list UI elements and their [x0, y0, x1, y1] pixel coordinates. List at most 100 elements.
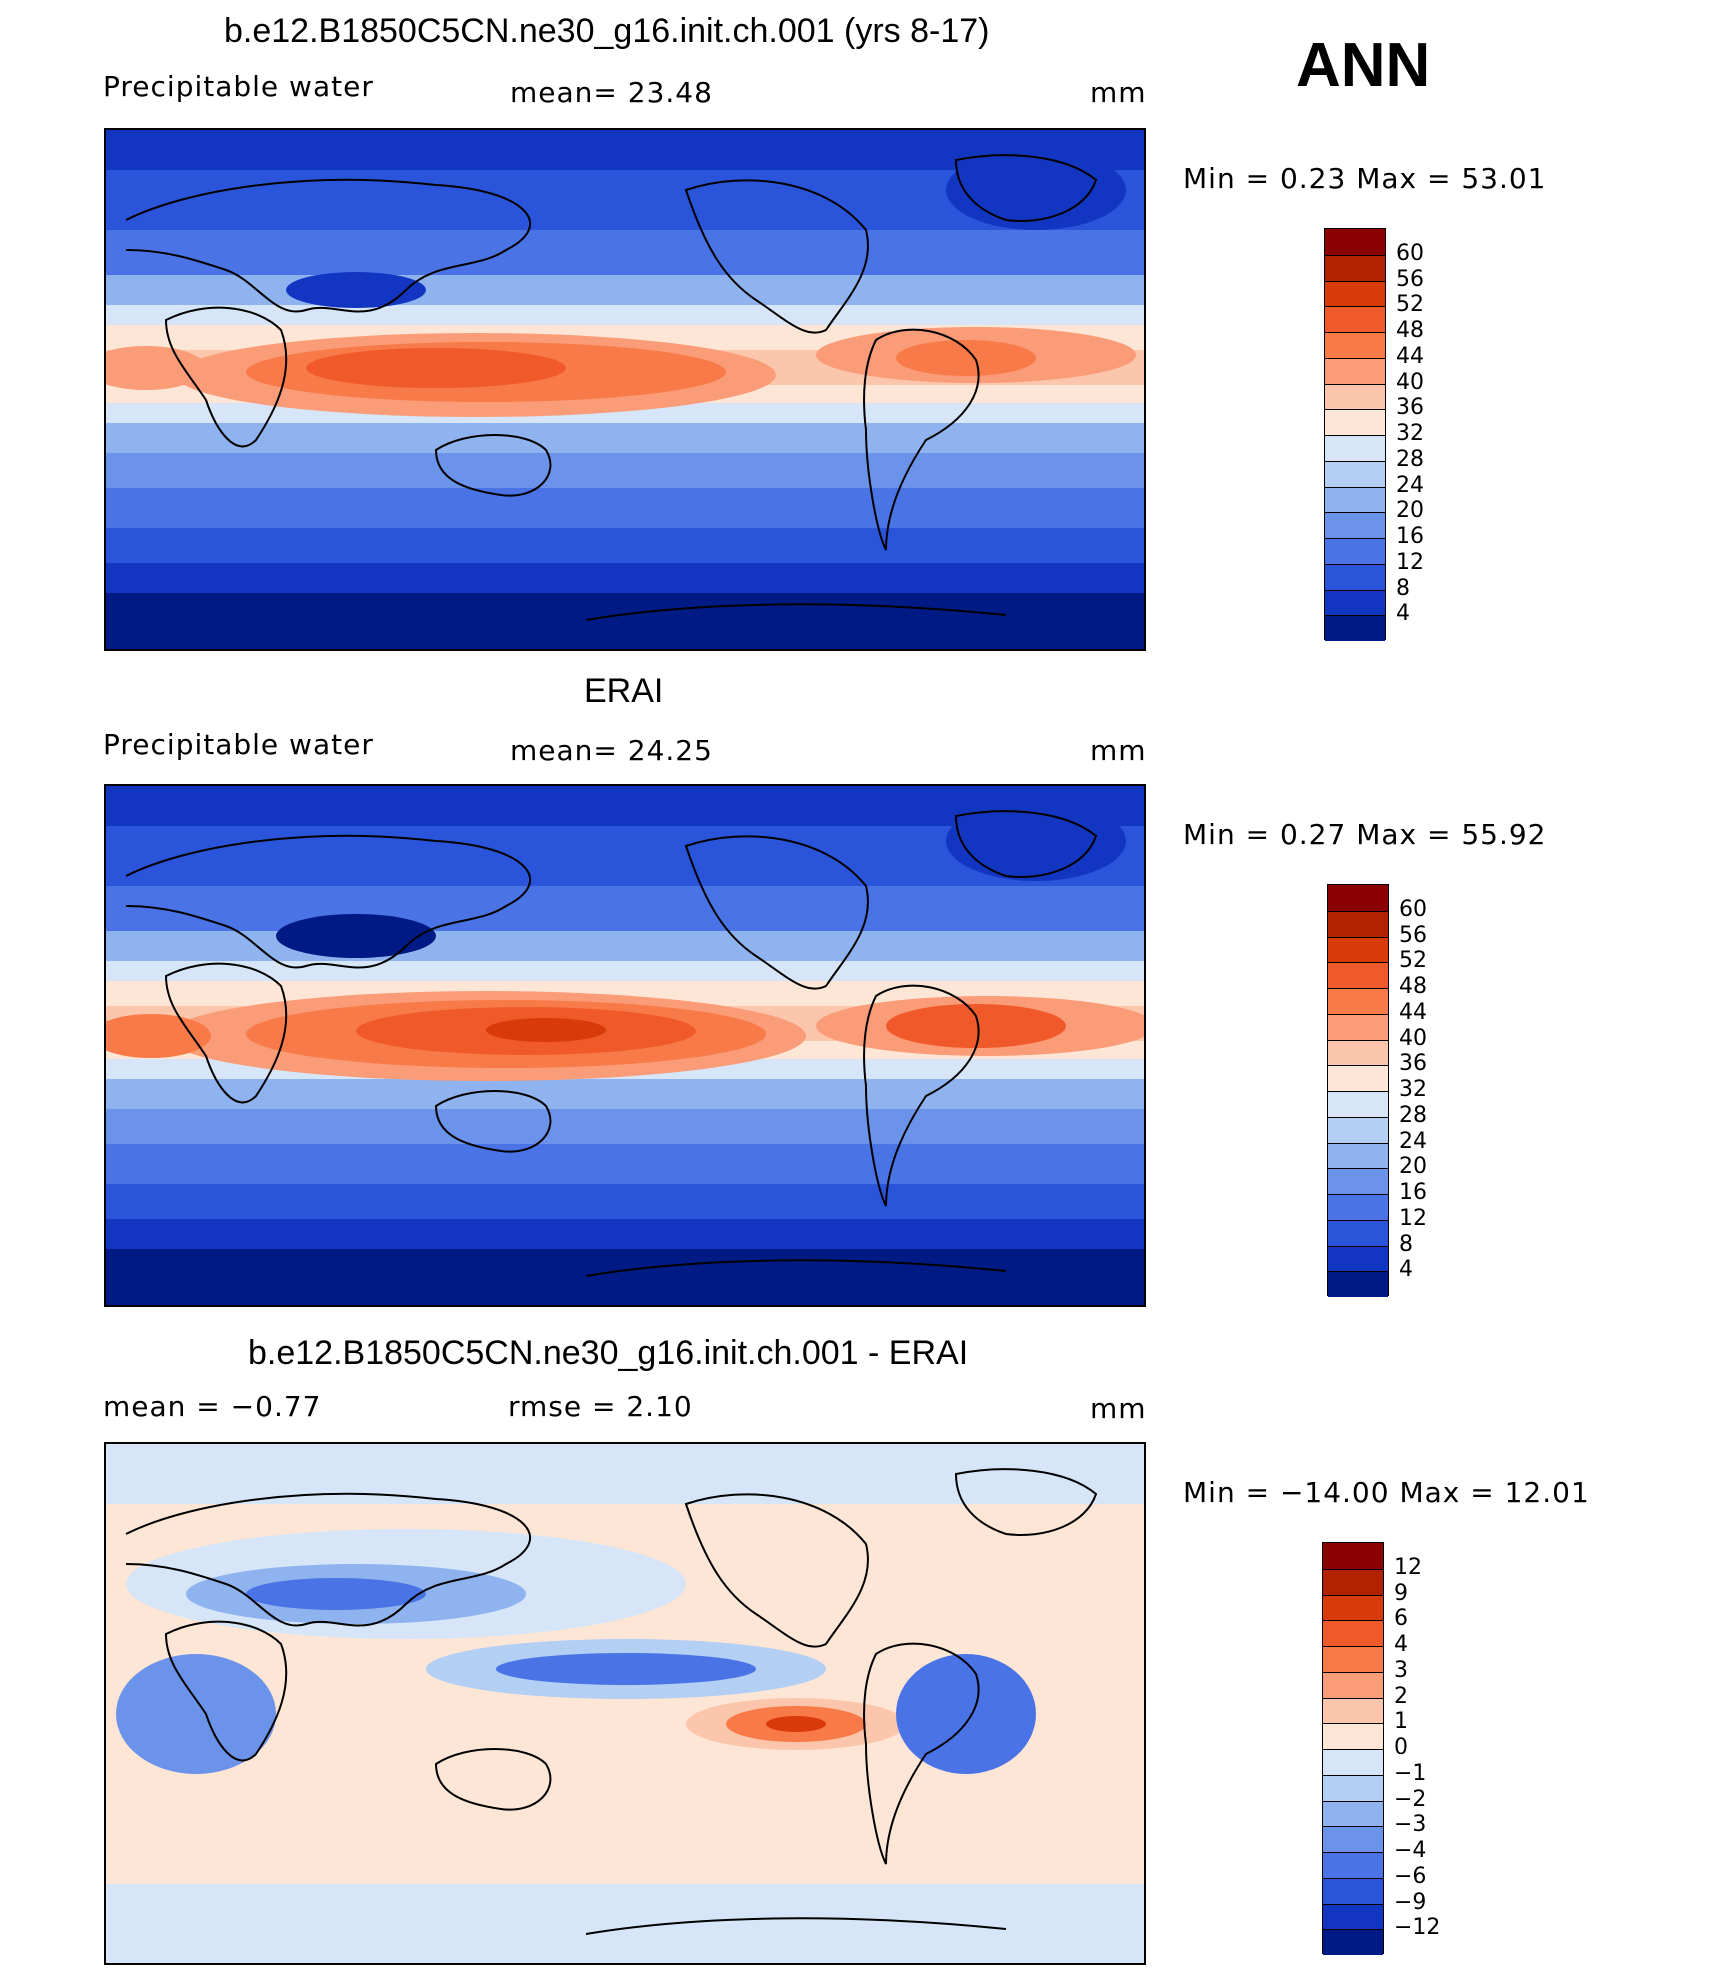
- panel-1-colorbar-box: [1324, 228, 1386, 641]
- colorbar-swatch: [1325, 435, 1385, 461]
- colorbar-tick-label: 20: [1399, 1154, 1427, 1180]
- panel-1-contour-field: [106, 130, 1144, 649]
- colorbar-tick-label: 6: [1394, 1606, 1408, 1632]
- colorbar-swatch: [1325, 357, 1385, 384]
- colorbar-swatch: [1323, 1852, 1383, 1878]
- colorbar-tick-label: 36: [1396, 395, 1424, 421]
- colorbar-swatch: [1323, 1723, 1383, 1749]
- colorbar-swatch: [1325, 538, 1385, 564]
- panel-1-mean-label: mean= 23.48: [510, 76, 713, 109]
- panel-2-title: ERAI: [584, 672, 664, 710]
- colorbar-tick-label: 8: [1399, 1231, 1413, 1257]
- colorbar-swatch: [1323, 1800, 1383, 1827]
- colorbar-swatch: [1323, 1671, 1383, 1698]
- colorbar-swatch: [1323, 1749, 1383, 1775]
- colorbar-swatch: [1328, 1065, 1388, 1091]
- colorbar-swatch: [1325, 229, 1385, 255]
- colorbar-tick-label: 12: [1399, 1205, 1427, 1231]
- panel-2-colorbar: [1327, 884, 1389, 1297]
- colorbar-swatch: [1328, 936, 1388, 963]
- colorbar-swatch: [1323, 1594, 1383, 1621]
- panel-2-colorbar-box: [1327, 884, 1389, 1297]
- colorbar-swatch: [1325, 306, 1385, 332]
- colorbar-swatch: [1323, 1929, 1383, 1955]
- colorbar-swatch: [1325, 332, 1385, 358]
- colorbar-swatch: [1328, 1039, 1388, 1066]
- colorbar-swatch: [1325, 563, 1385, 590]
- colorbar-swatch: [1328, 1013, 1388, 1040]
- colorbar-tick-label: 8: [1396, 575, 1410, 601]
- colorbar-swatch: [1323, 1568, 1383, 1595]
- colorbar-tick-label: 28: [1396, 446, 1424, 472]
- colorbar-swatch: [1325, 486, 1385, 513]
- panel-2-contour-field: [106, 786, 1144, 1305]
- season-label: ANN: [1296, 31, 1431, 100]
- colorbar-swatch: [1323, 1543, 1383, 1569]
- colorbar-tick-label: 36: [1399, 1051, 1427, 1077]
- colorbar-tick-label: 44: [1396, 343, 1424, 369]
- panel-2-minmax-label: Min = 0.27 Max = 55.92: [1183, 818, 1547, 851]
- colorbar-swatch: [1328, 1091, 1388, 1117]
- colorbar-tick-label: −4: [1394, 1838, 1427, 1863]
- panel-3-mean-label: mean = −0.77: [103, 1390, 322, 1423]
- colorbar-tick-label: 4: [1396, 601, 1410, 627]
- panel-2-variable-label: Precipitable water: [103, 728, 374, 761]
- colorbar-tick-label: 60: [1396, 240, 1424, 266]
- panel-1-variable-label: Precipitable water: [103, 70, 374, 103]
- colorbar-tick-label: 2: [1394, 1683, 1408, 1709]
- colorbar-tick-label: −12: [1394, 1915, 1441, 1941]
- panel-3-colorbar: [1322, 1542, 1384, 1955]
- panel-1-map: [104, 128, 1146, 651]
- colorbar-tick-label: 48: [1396, 318, 1424, 343]
- colorbar-tick-label: 4: [1399, 1257, 1413, 1283]
- colorbar-tick-label: −9: [1394, 1889, 1427, 1915]
- colorbar-tick-label: 4: [1394, 1632, 1408, 1657]
- colorbar-tick-label: 24: [1399, 1128, 1427, 1154]
- colorbar-tick-label: 56: [1396, 266, 1424, 292]
- colorbar-tick-label: 16: [1399, 1180, 1427, 1205]
- colorbar-tick-label: 40: [1399, 1025, 1427, 1051]
- colorbar-swatch: [1325, 280, 1385, 307]
- colorbar-tick-label: 24: [1396, 472, 1424, 498]
- colorbar-swatch: [1325, 254, 1385, 281]
- panel-3-rmse-label: rmse = 2.10: [508, 1390, 693, 1423]
- colorbar-swatch: [1325, 615, 1385, 641]
- colorbar-tick-label: 28: [1399, 1102, 1427, 1128]
- colorbar-swatch: [1323, 1620, 1383, 1646]
- colorbar-tick-label: 48: [1399, 974, 1427, 999]
- colorbar-swatch: [1328, 910, 1388, 937]
- colorbar-swatch: [1328, 1245, 1388, 1272]
- colorbar-tick-label: 9: [1394, 1580, 1408, 1606]
- colorbar-tick-label: −2: [1394, 1786, 1427, 1812]
- colorbar-swatch: [1328, 1194, 1388, 1220]
- colorbar-swatch: [1325, 383, 1385, 410]
- colorbar-swatch: [1325, 409, 1385, 435]
- colorbar-tick-label: 12: [1394, 1554, 1422, 1580]
- panel-3-colorbar-box: [1322, 1542, 1384, 1955]
- colorbar-swatch: [1328, 1219, 1388, 1246]
- colorbar-tick-label: 1: [1394, 1709, 1408, 1735]
- panel-3-map: [104, 1442, 1146, 1965]
- panel-3-contour-field: [106, 1444, 1144, 1963]
- colorbar-tick-label: −6: [1394, 1863, 1427, 1889]
- colorbar-tick-label: 16: [1396, 524, 1424, 549]
- colorbar-swatch: [1325, 512, 1385, 538]
- colorbar-swatch: [1328, 1271, 1388, 1297]
- colorbar-tick-label: 12: [1396, 549, 1424, 575]
- colorbar-tick-label: 20: [1396, 498, 1424, 524]
- colorbar-swatch: [1328, 962, 1388, 988]
- panel-2-unit-label: mm: [1090, 734, 1147, 767]
- colorbar-tick-label: 52: [1399, 948, 1427, 974]
- colorbar-swatch: [1323, 1646, 1383, 1672]
- panel-1-title: b.e12.B1850C5CN.ne30_g16.init.ch.001 (yr…: [224, 12, 990, 50]
- colorbar-tick-label: −3: [1394, 1812, 1427, 1838]
- colorbar-swatch: [1323, 1903, 1383, 1930]
- colorbar-swatch: [1323, 1697, 1383, 1724]
- colorbar-swatch: [1328, 885, 1388, 911]
- colorbar-tick-label: 40: [1396, 369, 1424, 395]
- panel-3-unit-label: mm: [1090, 1392, 1147, 1425]
- panel-1-colorbar: [1324, 228, 1386, 641]
- colorbar-swatch: [1328, 1116, 1388, 1143]
- panel-3-title: b.e12.B1850C5CN.ne30_g16.init.ch.001 - E…: [248, 1334, 969, 1372]
- colorbar-tick-label: 32: [1399, 1077, 1427, 1102]
